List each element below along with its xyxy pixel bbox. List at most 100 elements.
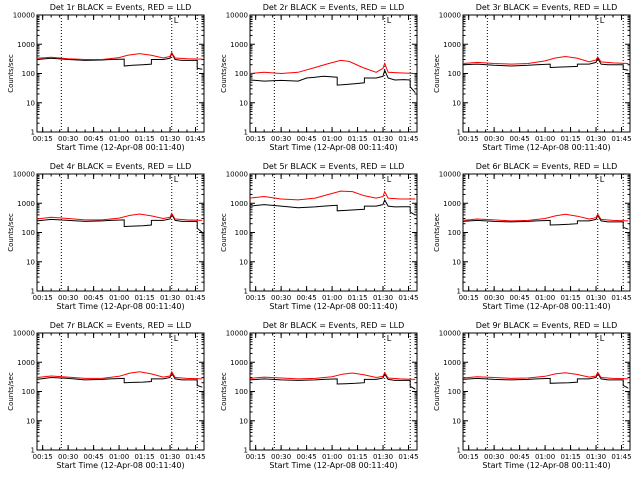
panel-title: Det 6r BLACK = Events, RED = LLD — [476, 162, 618, 171]
x-tick-label: 01:45 — [398, 294, 418, 302]
x-tick-label: 01:00 — [109, 453, 129, 461]
x-tick-label: 01:00 — [322, 135, 342, 143]
x-tick-label: 00:30 — [484, 294, 504, 302]
x-tick-label: 01:30 — [160, 135, 180, 143]
plot-frame — [462, 173, 631, 292]
x-tick-label: 00:45 — [510, 294, 530, 302]
series-events-line — [462, 57, 629, 71]
x-tick-label: 01:30 — [373, 453, 393, 461]
series-events-line — [36, 371, 203, 388]
y-tick-label: 10 — [452, 258, 461, 266]
marker-letter: L — [387, 175, 392, 184]
x-tick-label: 01:45 — [398, 135, 418, 143]
series-events-line — [36, 213, 203, 233]
marker-letter: L — [174, 334, 179, 343]
panel: Det 2r BLACK = Events, RED = LLD 1 10 100 10… — [220, 3, 419, 152]
x-tick-label: 00:45 — [84, 135, 104, 143]
series-events-line — [462, 214, 629, 230]
panel: Det 8r BLACK = Events, RED = LLD 1 10 100 10… — [220, 321, 419, 470]
x-tick-label: 01:30 — [373, 135, 393, 143]
x-tick-label: 01:30 — [373, 294, 393, 302]
x-axis-label: Start Time (12-Apr-08 00:11:40) — [482, 143, 610, 152]
plot-frame — [462, 14, 631, 133]
panel: Det 7r BLACK = Events, RED = LLD 1 10 100 10… — [7, 321, 206, 470]
y-tick-label: 10000 — [439, 12, 461, 20]
series-lld-line — [462, 55, 629, 65]
marker-letter: L — [387, 16, 392, 25]
series-lld-line — [249, 190, 416, 201]
panel-title: Det 7r BLACK = Events, RED = LLD — [50, 321, 192, 330]
y-tick-label: 100 — [22, 229, 35, 237]
panel-title: Det 3r BLACK = Events, RED = LLD — [476, 3, 618, 12]
panel-title: Det 8r BLACK = Events, RED = LLD — [263, 321, 405, 330]
marker-letter: L — [600, 16, 605, 25]
plot-frame — [36, 14, 205, 133]
x-tick-label: 01:30 — [586, 135, 606, 143]
y-tick-label: 10 — [26, 258, 35, 266]
y-axis-label: Counts/sec — [220, 213, 228, 252]
y-axis-label: Counts/sec — [433, 213, 441, 252]
marker-letter: L — [174, 175, 179, 184]
y-tick-label: 10 — [452, 417, 461, 425]
y-tick-label: 1000 — [17, 359, 35, 367]
y-tick-label: 10000 — [226, 12, 248, 20]
x-tick-label: 01:00 — [109, 294, 129, 302]
x-tick-label: 01:15 — [347, 294, 367, 302]
y-tick-label: 1000 — [17, 200, 35, 208]
series-events-line — [249, 68, 416, 94]
y-tick-label: 1 — [457, 129, 461, 137]
y-tick-label: 1000 — [230, 41, 248, 49]
x-tick-label: 01:45 — [185, 135, 205, 143]
y-tick-label: 1000 — [443, 359, 461, 367]
y-tick-label: 100 — [22, 70, 35, 78]
x-tick-label: 01:15 — [347, 453, 367, 461]
y-tick-label: 1 — [244, 447, 248, 455]
x-tick-label: 00:15 — [246, 453, 266, 461]
plot-frame — [36, 173, 205, 292]
series-events-line — [249, 198, 416, 216]
x-tick-label: 01:45 — [611, 135, 631, 143]
y-tick-label: 1000 — [17, 41, 35, 49]
y-tick-label: 10000 — [226, 171, 248, 179]
x-tick-label: 00:15 — [33, 135, 53, 143]
marker-letter: L — [387, 334, 392, 343]
x-tick-label: 01:00 — [109, 135, 129, 143]
x-tick-label: 01:00 — [322, 453, 342, 461]
y-tick-label: 1 — [457, 447, 461, 455]
y-tick-label: 100 — [235, 388, 248, 396]
y-tick-label: 10 — [239, 417, 248, 425]
panel: Det 3r BLACK = Events, RED = LLD 1 10 100 10… — [433, 3, 632, 152]
y-tick-label: 10 — [239, 258, 248, 266]
y-tick-label: 10000 — [13, 171, 35, 179]
series-events-line — [36, 51, 203, 70]
series-events-line — [249, 372, 416, 390]
y-tick-label: 1000 — [230, 200, 248, 208]
x-axis-label: Start Time (12-Apr-08 00:11:40) — [269, 143, 397, 152]
x-tick-label: 00:30 — [58, 135, 78, 143]
y-tick-label: 100 — [448, 388, 461, 396]
y-axis-label: Counts/sec — [7, 54, 15, 93]
x-tick-label: 00:30 — [484, 135, 504, 143]
x-axis-label: Start Time (12-Apr-08 00:11:40) — [56, 143, 184, 152]
series-lld-line — [36, 51, 203, 60]
y-tick-label: 1 — [31, 288, 35, 296]
marker-letter: L — [600, 334, 605, 343]
series-lld-line — [462, 371, 629, 380]
series-lld-line — [249, 371, 416, 380]
panel: Det 9r BLACK = Events, RED = LLD 1 10 100 10… — [433, 321, 632, 470]
panel-title: Det 9r BLACK = Events, RED = LLD — [476, 321, 618, 330]
x-tick-label: 00:15 — [246, 135, 266, 143]
x-tick-label: 01:15 — [134, 135, 154, 143]
x-tick-label: 00:45 — [84, 294, 104, 302]
y-tick-label: 1 — [244, 288, 248, 296]
marker-letter: L — [174, 16, 179, 25]
x-tick-label: 00:45 — [297, 135, 317, 143]
y-tick-label: 100 — [448, 229, 461, 237]
x-tick-label: 01:45 — [611, 294, 631, 302]
x-axis-label: Start Time (12-Apr-08 00:11:40) — [269, 302, 397, 311]
plot-frame — [249, 173, 418, 292]
series-lld-line — [462, 213, 629, 222]
y-tick-label: 10000 — [226, 330, 248, 338]
x-tick-label: 01:30 — [160, 294, 180, 302]
y-tick-label: 10 — [26, 417, 35, 425]
